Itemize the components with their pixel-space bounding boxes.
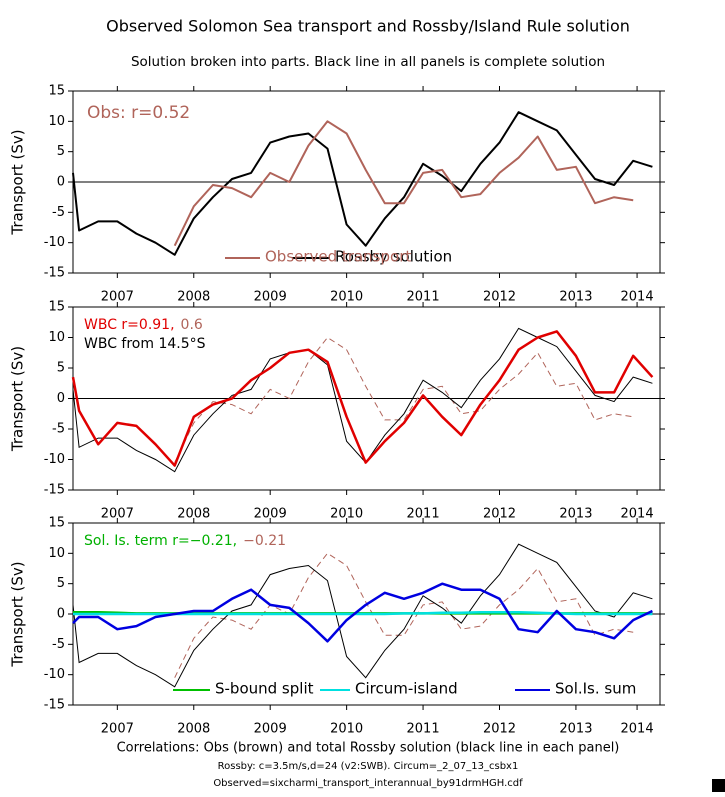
annotation: WBC r=0.91, 0.6 bbox=[84, 317, 203, 333]
x-tick-label: 2009 bbox=[254, 722, 287, 737]
corner-square bbox=[712, 779, 725, 792]
y-tick-label: -10 bbox=[44, 235, 65, 250]
x-tick-label: 2013 bbox=[559, 722, 592, 737]
x-tick-label: 2007 bbox=[101, 722, 134, 737]
y-tick-label: 15 bbox=[48, 300, 65, 315]
series-line bbox=[72, 582, 653, 643]
legend-label: Circum-island bbox=[355, 680, 458, 698]
annotation-part: −0.21 bbox=[243, 533, 286, 549]
annotation: Sol. Is. term r=−0.21, −0.21 bbox=[84, 533, 286, 549]
x-tick-label: 2010 bbox=[330, 507, 363, 522]
legend-label: Rossby solution bbox=[335, 248, 452, 266]
y-tick-label: -15 bbox=[44, 698, 65, 713]
x-tick-label: 2007 bbox=[101, 290, 134, 305]
y-tick-label: -15 bbox=[44, 483, 65, 498]
x-tick-label: 2014 bbox=[621, 290, 654, 305]
annotation-part: WBC r=0.91, bbox=[84, 317, 175, 333]
x-tick-label: 2013 bbox=[559, 507, 592, 522]
y-tick-label: -15 bbox=[44, 266, 65, 281]
series-line bbox=[173, 120, 634, 247]
footer-note: Rossby: c=3.5m/s,d=24 (v2:SWB). Circum=_… bbox=[218, 761, 519, 772]
y-tick-label: -10 bbox=[44, 667, 65, 682]
x-tick-label: 2014 bbox=[621, 507, 654, 522]
x-tick-label: 2008 bbox=[177, 507, 210, 522]
y-tick-label: -5 bbox=[52, 205, 65, 220]
y-tick-label: 0 bbox=[57, 607, 65, 622]
y-axis-label: Transport (Sv) bbox=[9, 129, 27, 235]
legend-label: S-bound split bbox=[215, 680, 314, 698]
annotation-part: 0.6 bbox=[181, 317, 203, 333]
y-tick-label: 5 bbox=[57, 361, 65, 376]
y-axis-label: Transport (Sv) bbox=[9, 346, 27, 452]
x-tick-label: 2011 bbox=[407, 507, 440, 522]
annotation: Obs: r=0.52 bbox=[87, 103, 190, 123]
x-tick-label: 2010 bbox=[330, 722, 363, 737]
y-tick-label: 15 bbox=[48, 516, 65, 531]
chart-subtitle: Solution broken into parts. Black line i… bbox=[131, 54, 605, 70]
x-tick-label: 2009 bbox=[254, 290, 287, 305]
x-tick-label: 2007 bbox=[101, 507, 134, 522]
y-tick-label: 15 bbox=[48, 84, 65, 99]
legend-label: Sol.Is. sum bbox=[555, 680, 636, 698]
observed-reference-line bbox=[174, 552, 634, 678]
footer-note: Correlations: Obs (brown) and total Ross… bbox=[117, 741, 620, 756]
x-tick-label: 2011 bbox=[407, 722, 440, 737]
series-line bbox=[71, 330, 654, 467]
x-tick-label: 2013 bbox=[559, 290, 592, 305]
y-tick-label: -5 bbox=[52, 637, 65, 652]
annotation-part: Sol. Is. term r=−0.21, bbox=[84, 533, 237, 549]
y-tick-label: -10 bbox=[44, 452, 65, 467]
rossby-reference-line bbox=[72, 543, 653, 688]
x-tick-label: 2012 bbox=[483, 722, 516, 737]
legend-label: Observed transport bbox=[265, 248, 411, 266]
series-line bbox=[72, 111, 653, 256]
y-tick-label: -5 bbox=[52, 422, 65, 437]
x-tick-label: 2012 bbox=[483, 290, 516, 305]
y-tick-label: 5 bbox=[57, 576, 65, 591]
y-tick-label: 5 bbox=[57, 144, 65, 159]
rossby-reference-line bbox=[72, 327, 653, 473]
x-tick-label: 2008 bbox=[177, 722, 210, 737]
y-tick-label: 10 bbox=[48, 330, 65, 345]
x-tick-label: 2009 bbox=[254, 507, 287, 522]
x-tick-label: 2012 bbox=[483, 507, 516, 522]
x-tick-label: 2011 bbox=[407, 290, 440, 305]
observed-reference-line bbox=[174, 336, 634, 463]
y-tick-label: 0 bbox=[57, 175, 65, 190]
footer-note: Observed=sixcharmi_transport_interannual… bbox=[213, 778, 523, 789]
y-axis-label: Transport (Sv) bbox=[9, 561, 27, 667]
y-tick-label: 0 bbox=[57, 391, 65, 406]
y-tick-label: 10 bbox=[48, 546, 65, 561]
chart-title: Observed Solomon Sea transport and Rossb… bbox=[106, 17, 630, 36]
annotation: WBC from 14.5°S bbox=[84, 336, 206, 352]
x-tick-label: 2008 bbox=[177, 290, 210, 305]
x-tick-label: 2014 bbox=[621, 722, 654, 737]
x-tick-label: 2010 bbox=[330, 290, 363, 305]
y-tick-label: 10 bbox=[48, 114, 65, 129]
